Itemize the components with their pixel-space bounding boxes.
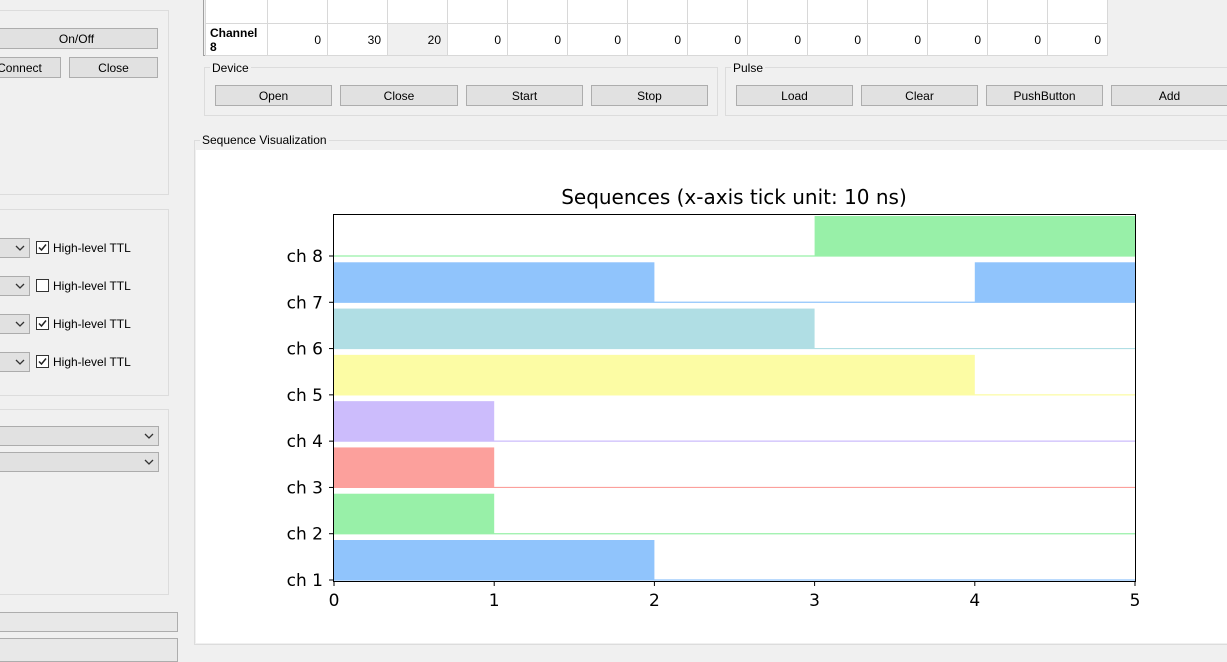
pulse-add-button[interactable]: Add	[1111, 85, 1227, 106]
row-header[interactable]: Channel 8	[205, 23, 268, 56]
table-row-previous	[205, 0, 1108, 24]
select-combo-1[interactable]	[0, 426, 159, 446]
pulse-group-title: Pulse	[731, 61, 766, 75]
channel-table[interactable]: Channel 8 0 30 20 0 0 0 0 0 0 0 0 0 0 0	[205, 0, 1108, 56]
y-tick-label: ch 4	[287, 432, 323, 452]
x-tick-label: 5	[1130, 591, 1141, 611]
pulse-pushbutton-button[interactable]: PushButton	[986, 85, 1103, 106]
x-tick-label: 2	[649, 591, 660, 611]
ttl-combo-4[interactable]	[0, 352, 30, 372]
y-tick-label: ch 7	[287, 293, 323, 313]
check-icon	[38, 358, 47, 366]
table-cell[interactable]: 0	[987, 23, 1048, 56]
chevron-down-icon	[15, 283, 25, 289]
ttl-checkbox-3[interactable]	[36, 317, 49, 330]
pulse-bar	[334, 540, 655, 580]
close-connection-button[interactable]: Close	[69, 57, 158, 78]
table-cell[interactable]: 0	[747, 23, 808, 56]
pulse-bar	[974, 262, 1135, 303]
select-group	[0, 409, 169, 595]
ttl-label-1: High-level TTL	[53, 241, 131, 255]
device-open-button[interactable]: Open	[215, 85, 332, 106]
ttl-checkbox-4[interactable]	[36, 355, 49, 368]
table-cell[interactable]: 0	[447, 23, 508, 56]
table-cell[interactable]: 30	[327, 23, 388, 56]
connection-group	[0, 10, 169, 195]
pulse-group	[725, 67, 1227, 116]
y-tick-label: ch 3	[287, 478, 323, 498]
pulse-bar	[334, 308, 815, 349]
chevron-down-icon	[15, 359, 25, 365]
chevron-down-icon	[144, 459, 154, 465]
x-tick-label: 0	[329, 591, 340, 611]
table-row-channel-8[interactable]: Channel 8 0 30 20 0 0 0 0 0 0 0 0 0 0 0	[205, 23, 1108, 56]
table-cell[interactable]: 0	[687, 23, 748, 56]
y-tick-label: ch 1	[287, 571, 323, 591]
chevron-down-icon	[15, 321, 25, 327]
ttl-checkbox-2[interactable]	[36, 279, 49, 292]
table-cell[interactable]: 0	[1047, 23, 1108, 56]
table-cell[interactable]: 0	[267, 23, 328, 56]
pulse-bar	[334, 262, 655, 303]
ttl-combo-3[interactable]	[0, 314, 30, 334]
ttl-combo-1[interactable]	[0, 238, 30, 258]
y-tick-label: ch 2	[287, 525, 323, 545]
check-icon	[38, 244, 47, 252]
chevron-down-icon	[15, 245, 25, 251]
x-tick-label: 1	[489, 591, 500, 611]
table-cell[interactable]: 0	[807, 23, 868, 56]
on-off-button[interactable]: On/Off	[0, 28, 158, 49]
pulse-bar	[334, 354, 975, 395]
check-icon	[38, 320, 47, 328]
device-start-button[interactable]: Start	[466, 85, 583, 106]
connect-button[interactable]: Connect	[0, 57, 61, 78]
pulse-load-button[interactable]: Load	[736, 85, 853, 106]
x-tick-label: 4	[969, 591, 980, 611]
pulse-bar	[334, 401, 495, 442]
left-panel: On/Off Connect Close High-level TTL High…	[0, 0, 190, 662]
ttl-group	[0, 209, 169, 396]
y-tick-label: ch 5	[287, 386, 323, 406]
ttl-label-2: High-level TTL	[53, 279, 131, 293]
pulse-bar	[334, 447, 495, 488]
table-cell[interactable]: 0	[507, 23, 568, 56]
device-stop-button[interactable]: Stop	[591, 85, 708, 106]
pulse-bar	[814, 216, 1135, 256]
x-tick-label: 3	[809, 591, 820, 611]
table-cell[interactable]: 0	[627, 23, 688, 56]
sequence-visualization-title: Sequence Visualization	[200, 133, 329, 147]
device-group	[204, 67, 718, 116]
y-tick-label: ch 6	[287, 340, 323, 360]
pulse-bar	[334, 493, 495, 534]
select-combo-2[interactable]	[0, 452, 159, 472]
ttl-combo-2[interactable]	[0, 276, 30, 296]
sequence-visualization-group	[194, 140, 1227, 645]
device-group-title: Device	[210, 61, 251, 75]
table-cell[interactable]: 0	[927, 23, 988, 56]
pulse-clear-button[interactable]: Clear	[861, 85, 978, 106]
text-field[interactable]	[0, 612, 178, 632]
device-close-button[interactable]: Close	[340, 85, 458, 106]
chevron-down-icon	[144, 433, 154, 439]
y-tick-label: ch 8	[287, 247, 323, 267]
ttl-checkbox-1[interactable]	[36, 241, 49, 254]
chart-title: Sequences (x-axis tick unit: 10 ns)	[561, 185, 907, 209]
plot-frame	[333, 214, 1136, 582]
ttl-label-3: High-level TTL	[53, 317, 131, 331]
table-cell[interactable]: 20	[387, 23, 448, 56]
ttl-label-4: High-level TTL	[53, 355, 131, 369]
